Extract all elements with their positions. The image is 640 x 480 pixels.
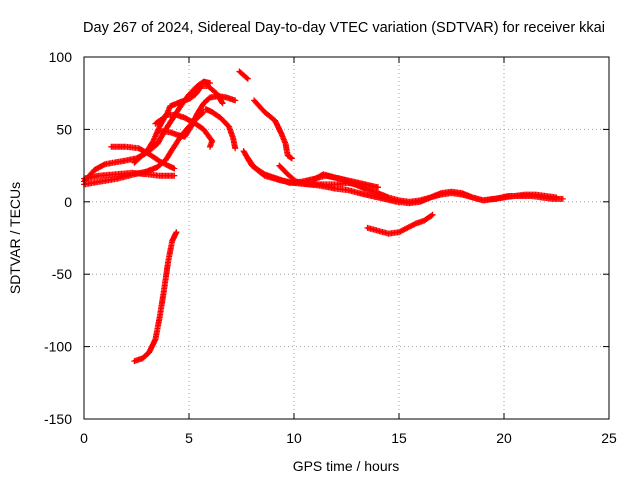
- series-arc-11: [251, 97, 295, 162]
- y-tick-label: 100: [49, 49, 73, 65]
- series-markers: [309, 171, 560, 205]
- x-tick-label: 10: [286, 430, 302, 446]
- series-markers: [364, 211, 436, 237]
- series-arc-16: [364, 211, 436, 237]
- x-tick-label: 20: [496, 430, 512, 446]
- series-markers: [131, 229, 180, 365]
- series-arc-6: [156, 93, 239, 140]
- series-markers: [152, 83, 226, 127]
- series-arc-10: [236, 68, 251, 82]
- data-series: [81, 68, 566, 365]
- x-tick-label: 25: [601, 430, 617, 446]
- y-tick-label: 50: [56, 121, 72, 137]
- series-arc-9: [207, 138, 216, 150]
- chart-title: Day 267 of 2024, Sidereal Day-to-day VTE…: [83, 20, 605, 36]
- series-arc-17: [131, 229, 180, 365]
- grid-lines: [84, 57, 609, 419]
- series-markers: [108, 143, 178, 172]
- x-tick-label: 15: [391, 430, 407, 446]
- series-arc-7: [152, 83, 226, 127]
- series-markers: [156, 93, 239, 140]
- series-markers: [202, 106, 239, 152]
- series-markers: [236, 68, 251, 82]
- y-tick-label: -100: [44, 339, 72, 355]
- x-tick-label: 0: [80, 430, 88, 446]
- x-tick-label: 5: [185, 430, 193, 446]
- series-markers: [251, 97, 295, 162]
- y-tick-label: 0: [64, 194, 72, 210]
- y-axis-label: SDTVAR / TECUs: [7, 182, 23, 294]
- y-tick-label: -150: [44, 411, 72, 427]
- series-arc-15: [309, 171, 560, 205]
- x-axis-label: GPS time / hours: [293, 458, 400, 474]
- plot-frame: [83, 56, 610, 420]
- series-markers: [207, 138, 216, 150]
- series-arc-4: [108, 143, 178, 172]
- series-arc-8: [202, 106, 239, 152]
- axis-ticks: 0 5 10 15 20 25 -150 -100 -50 0 50 100: [44, 49, 617, 446]
- y-tick-label: -50: [52, 266, 72, 282]
